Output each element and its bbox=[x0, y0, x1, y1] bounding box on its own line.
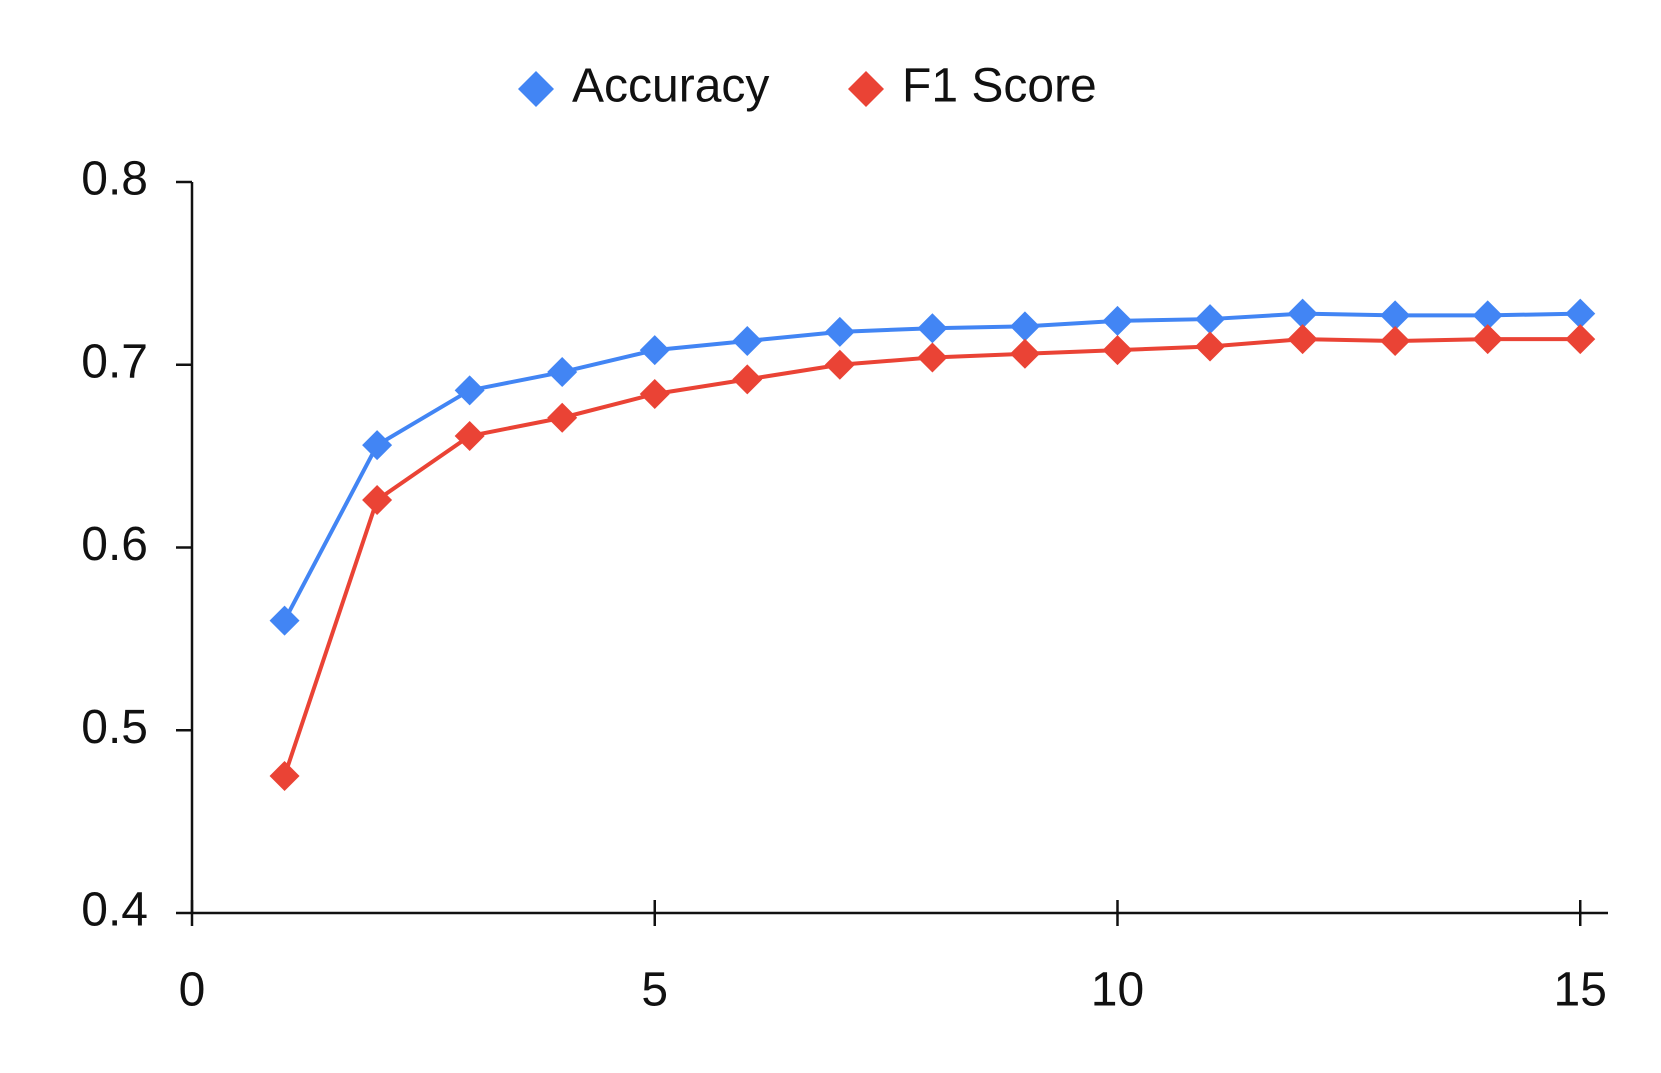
data-point bbox=[269, 760, 300, 791]
data-point bbox=[454, 375, 485, 406]
data-point bbox=[1009, 311, 1040, 342]
data-point bbox=[1195, 331, 1226, 362]
data-point bbox=[1102, 335, 1133, 366]
data-point bbox=[917, 342, 948, 373]
x-tick-label: 5 bbox=[641, 964, 668, 1017]
legend-label: F1 Score bbox=[902, 60, 1097, 113]
series-line bbox=[282, 337, 1581, 777]
data-point bbox=[547, 402, 578, 433]
data-point bbox=[824, 316, 855, 347]
data-point bbox=[824, 349, 855, 380]
data-point bbox=[1472, 324, 1503, 355]
y-tick-label: 0.6 bbox=[81, 518, 148, 571]
legend-marker bbox=[518, 71, 554, 107]
data-point bbox=[1565, 298, 1596, 329]
legend-marker bbox=[848, 71, 884, 107]
x-tick-label: 0 bbox=[179, 964, 206, 1017]
data-point bbox=[1009, 338, 1040, 369]
y-tick-label: 0.4 bbox=[81, 884, 148, 937]
data-point bbox=[1287, 298, 1318, 329]
x-tick-label: 10 bbox=[1091, 964, 1144, 1017]
y-tick-label: 0.7 bbox=[81, 335, 148, 388]
data-point bbox=[732, 325, 763, 356]
data-point bbox=[269, 605, 300, 636]
data-point bbox=[732, 364, 763, 395]
data-point bbox=[1380, 300, 1411, 331]
data-point bbox=[1287, 324, 1318, 355]
data-point bbox=[362, 430, 393, 461]
data-point bbox=[362, 484, 393, 515]
data-point bbox=[1565, 324, 1596, 355]
legend-label: Accuracy bbox=[572, 60, 769, 113]
y-tick-label: 0.5 bbox=[81, 701, 148, 754]
y-tick-label: 0.8 bbox=[81, 153, 148, 206]
data-point bbox=[1102, 305, 1133, 336]
data-point bbox=[1472, 300, 1503, 331]
data-point bbox=[547, 357, 578, 388]
data-point bbox=[454, 421, 485, 452]
x-tick-label: 15 bbox=[1554, 964, 1607, 1017]
data-point bbox=[1380, 325, 1411, 356]
data-point bbox=[639, 378, 670, 409]
data-point bbox=[1195, 304, 1226, 335]
data-point bbox=[917, 313, 948, 344]
data-point bbox=[639, 335, 670, 366]
